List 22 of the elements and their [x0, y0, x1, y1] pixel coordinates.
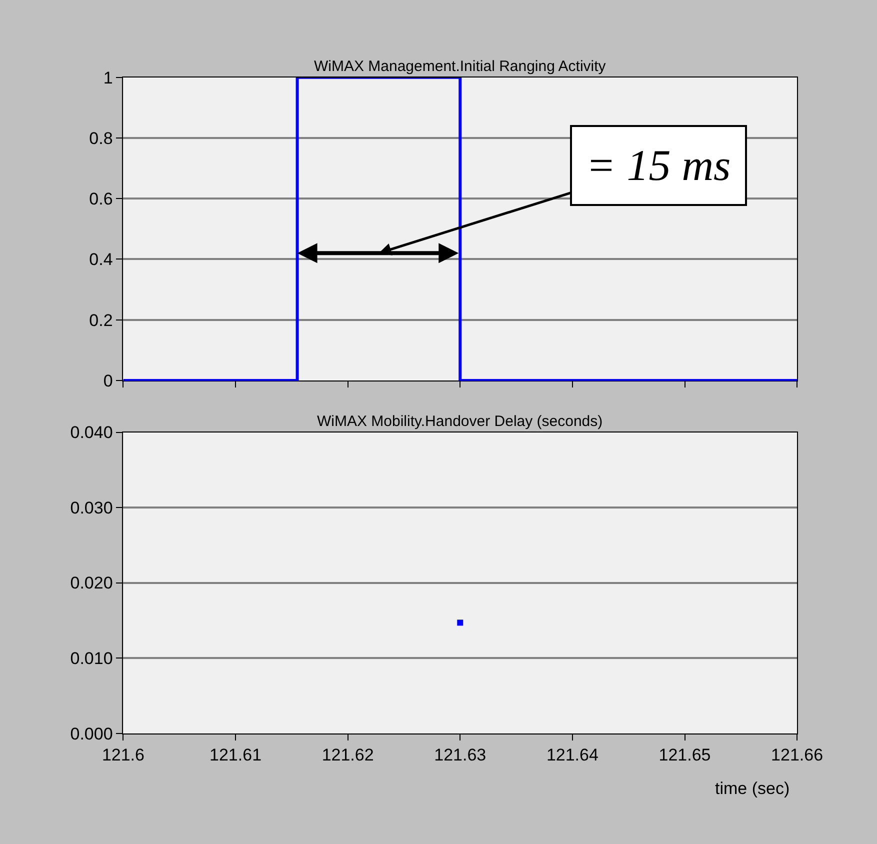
annotation: = 15 ms [586, 141, 731, 190]
y-tick-label: 0.6 [89, 190, 113, 209]
x-tick-label: 121.66 [771, 746, 824, 765]
y-tick-label: 1 [103, 68, 113, 88]
x-tick-label: 121.63 [434, 746, 486, 765]
x-tick-label: 121.64 [546, 746, 598, 765]
y-tick-label: 0.040 [70, 423, 113, 442]
x-tick-label: 121.62 [322, 746, 374, 765]
y-tick-label: 0.020 [70, 574, 113, 593]
y-tick-label: 0.000 [70, 724, 113, 744]
y-tick-label: 0.030 [70, 498, 113, 518]
y-tick-label: 0.4 [89, 250, 113, 270]
chart-title: WiMAX Mobility.Handover Delay (seconds) [317, 413, 603, 430]
y-tick-label: 0.010 [70, 649, 113, 668]
y-tick-label: 0.8 [89, 128, 113, 148]
chart-title: WiMAX Management.Initial Ranging Activity [314, 58, 606, 75]
x-tick-label: 121.61 [210, 746, 262, 765]
x-axis-title: time (sec) [715, 779, 790, 798]
y-tick-label: 0.2 [89, 310, 113, 330]
y-tick-label: 0 [103, 371, 113, 390]
x-tick-label: 121.65 [658, 746, 711, 765]
x-tick-label: 121.6 [102, 746, 144, 765]
